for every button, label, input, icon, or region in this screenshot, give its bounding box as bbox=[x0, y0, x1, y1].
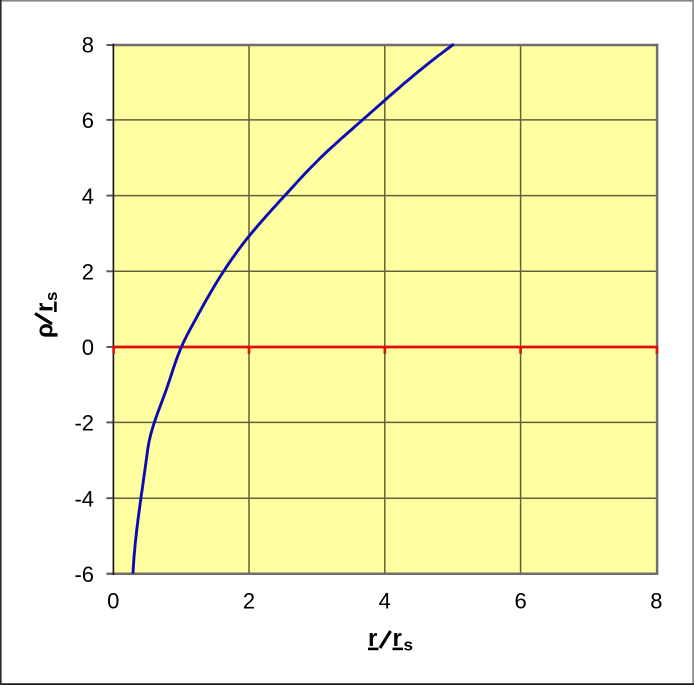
svg-text:6: 6 bbox=[514, 589, 526, 614]
svg-text:s: s bbox=[404, 636, 413, 655]
svg-text:r: r bbox=[368, 625, 377, 652]
svg-text:8: 8 bbox=[650, 589, 662, 614]
svg-text:4: 4 bbox=[82, 184, 94, 209]
svg-text:-2: -2 bbox=[74, 411, 94, 436]
svg-text:2: 2 bbox=[82, 260, 94, 285]
svg-text:0: 0 bbox=[82, 335, 94, 360]
svg-text:-4: -4 bbox=[74, 486, 94, 511]
svg-text:r: r bbox=[393, 625, 402, 652]
svg-text:r: r bbox=[32, 303, 59, 312]
svg-text:2: 2 bbox=[243, 589, 255, 614]
svg-text:6: 6 bbox=[82, 108, 94, 133]
svg-text:-6: -6 bbox=[74, 562, 94, 587]
svg-text:4: 4 bbox=[379, 589, 391, 614]
svg-text:0: 0 bbox=[107, 589, 119, 614]
svg-text:ρ: ρ bbox=[32, 323, 59, 338]
svg-text:s: s bbox=[42, 292, 61, 301]
svg-text:8: 8 bbox=[82, 33, 94, 58]
